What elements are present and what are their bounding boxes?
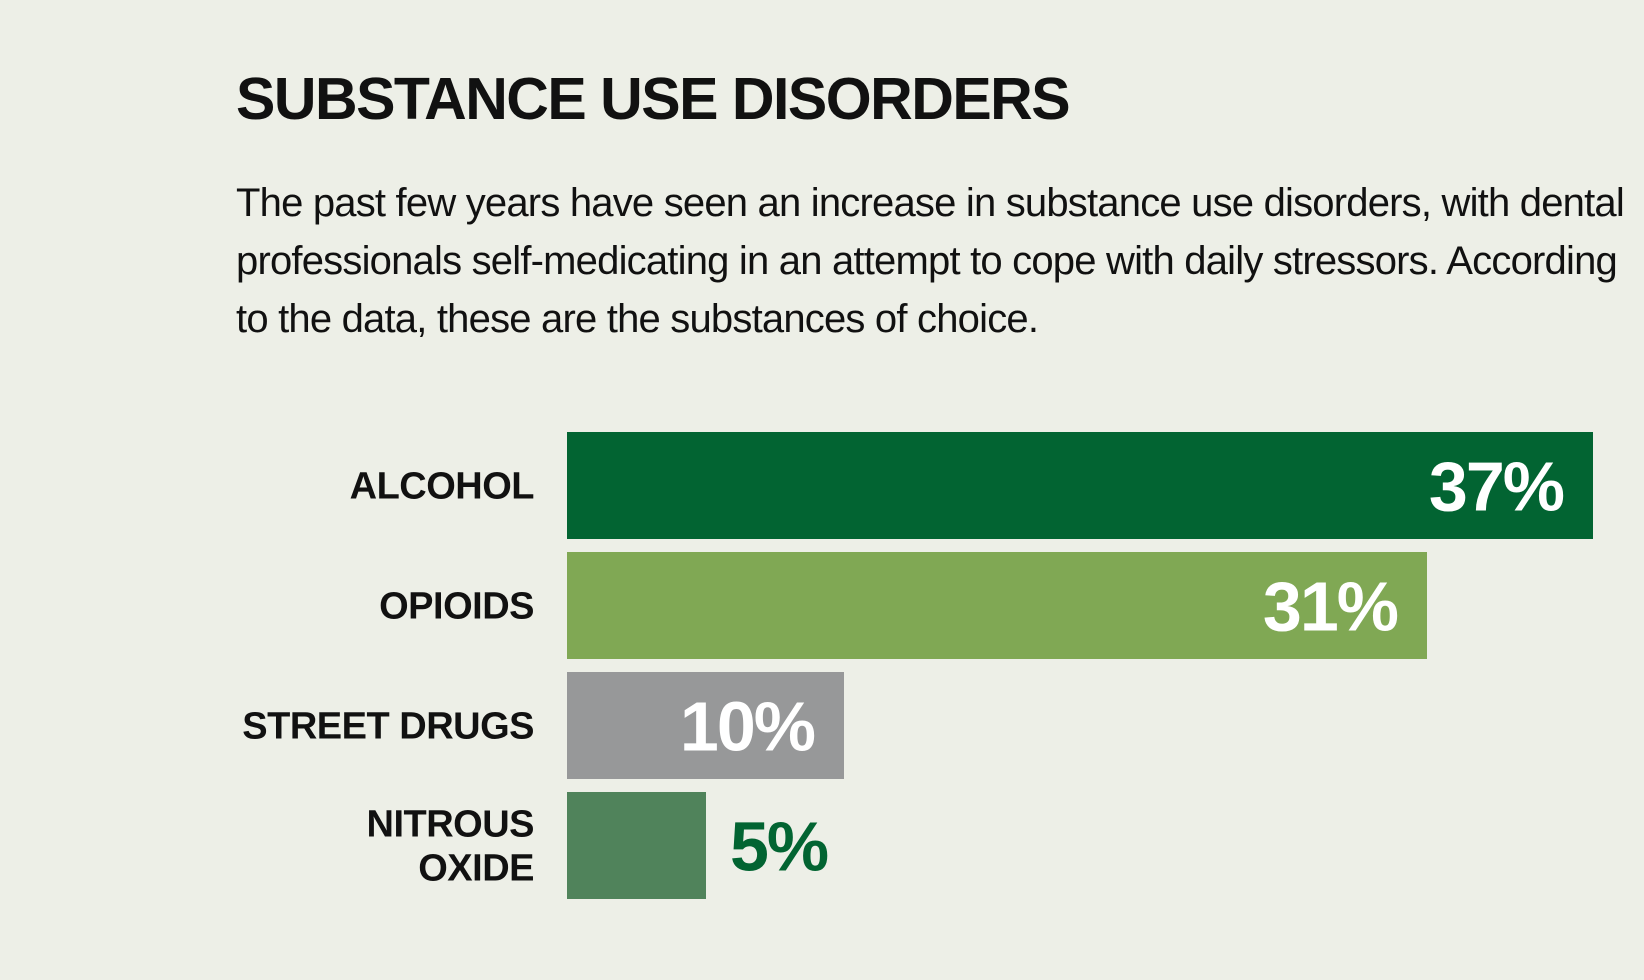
category-label: OPIOIDS	[379, 586, 534, 628]
value-label: 10%	[680, 688, 815, 766]
value-label: 37%	[1429, 448, 1564, 526]
chart-subtitle: The past few years have seen an increase…	[236, 181, 1625, 341]
value-label: 5%	[730, 808, 828, 886]
bar	[567, 432, 1593, 539]
category-label: STREET DRUGS	[242, 706, 534, 748]
bar	[567, 672, 844, 779]
chart-title: SUBSTANCE USE DISORDERS	[236, 66, 1071, 132]
bar	[567, 552, 1427, 659]
category-label: NITROUS	[367, 804, 535, 846]
category-label: ALCOHOL	[350, 466, 535, 508]
bar	[567, 792, 706, 899]
value-label: 31%	[1263, 568, 1398, 646]
category-label: OXIDE	[418, 848, 534, 890]
